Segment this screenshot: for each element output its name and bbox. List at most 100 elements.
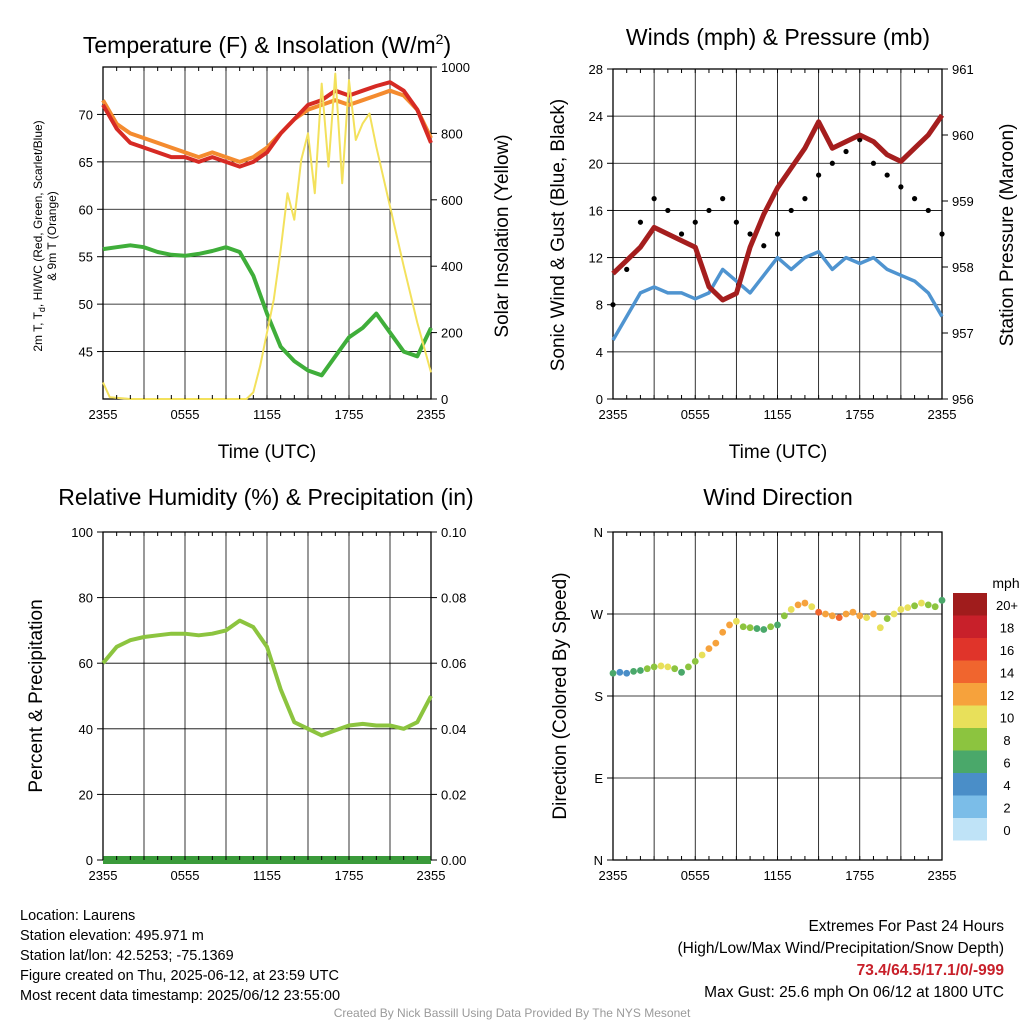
wdir-ytick-label: N (594, 525, 603, 540)
wind-series (610, 113, 945, 341)
wdir-xtick-label: 2355 (599, 868, 628, 883)
rh-y2tick-label: 0.10 (441, 525, 466, 540)
rh-xtick-label: 1755 (335, 868, 364, 883)
temp-y2tick-label: 600 (441, 193, 463, 208)
temp-y2tick-label: 0 (441, 392, 448, 407)
colorbar-level: 12 (1000, 688, 1014, 703)
wind-xtick-label: 2355 (599, 407, 628, 422)
direction-point (623, 669, 631, 677)
colorbar-level: 16 (1000, 643, 1014, 658)
temp-y2tick-label: 400 (441, 259, 463, 274)
direction-point (609, 669, 617, 677)
rh-y2tick-label: 0.08 (441, 591, 466, 606)
wdir-xtick-label: 0555 (681, 868, 710, 883)
t9m-line (101, 88, 433, 164)
temp-xtick-label: 1155 (253, 407, 281, 422)
wind-y2tick-label: 961 (952, 62, 974, 77)
wind-ytick-label: 20 (589, 156, 603, 171)
direction-point (705, 645, 713, 653)
rh-grid (102, 531, 432, 861)
direction-point (876, 624, 884, 632)
extremes-values: 73.4/64.5/17.1/0/-999 (856, 962, 1004, 979)
wdir-ytick-label: N (594, 853, 603, 868)
wdir-xtick-label: 2355 (928, 868, 957, 883)
gust-point (911, 196, 918, 202)
gust-point (637, 219, 644, 225)
rh-xtick-label: 0555 (171, 868, 200, 883)
rh-ylabel: Percent & Precipitation (26, 599, 47, 792)
temperature-y2label: Solar Insolation (Yellow) (492, 134, 513, 337)
dewpoint-line (102, 243, 433, 378)
wdir-xtick-label: 1155 (764, 868, 792, 883)
colorbar-level: 18 (1000, 621, 1014, 636)
wind-title: Winds (mph) & Pressure (mb) (626, 24, 930, 50)
wdir-xtick-label: 1755 (845, 868, 874, 883)
colorbar-label: mph (992, 575, 1019, 591)
colorbar-level: 14 (1000, 666, 1014, 681)
gust-point (843, 148, 849, 155)
gust-point (774, 231, 781, 237)
rh-xtick-label: 2355 (417, 868, 446, 883)
rh-xtick-label: 1155 (253, 868, 281, 883)
direction-point (780, 612, 788, 620)
direction-point (924, 601, 932, 609)
direction-point (664, 663, 672, 671)
direction-point (630, 668, 637, 675)
direction-point (890, 610, 898, 618)
temp-ytick-label: 50 (79, 297, 93, 312)
rh-ytick-label: 0 (86, 853, 93, 868)
temp-y2tick-label: 200 (441, 326, 463, 341)
rh-ytick-label: 40 (79, 722, 93, 737)
wind-ticks: 2355 0555 1155 1755 235504812162024289569579… (589, 62, 974, 422)
direction-point (822, 610, 829, 618)
temp-y2tick-label: 1000 (441, 60, 470, 75)
gust-point (870, 160, 877, 166)
rh-title: Relative Humidity (%) & Precipitation (i… (58, 484, 473, 510)
wdir-ylabel: Direction (Colored By Speed) (550, 572, 571, 819)
temp-xtick-label: 2355 (417, 407, 446, 422)
colorbar-swatch (953, 795, 987, 818)
wind-xtick-label: 1155 (764, 407, 792, 422)
colorbar-level: 20+ (996, 598, 1018, 613)
direction-point (801, 599, 809, 607)
direction-point (842, 610, 850, 618)
colorbar-swatch (953, 750, 987, 773)
direction-point (767, 623, 775, 631)
colorbar-swatch (953, 683, 987, 706)
gust-point (706, 207, 712, 214)
direction-point (835, 614, 843, 622)
rh-panel: Relative Humidity (%) & Precipitation (i… (26, 484, 474, 883)
temperature-series (101, 72, 433, 400)
gust-point (720, 196, 726, 202)
direction-point (657, 662, 665, 670)
colorbar-level: 8 (1003, 733, 1010, 748)
direction-point (849, 608, 857, 616)
temp-ytick-label: 55 (79, 250, 93, 265)
temperature-ylabel-2: & 9m T (Orange) (45, 191, 59, 281)
wind-y2tick-label: 960 (952, 128, 974, 143)
wind-ytick-label: 8 (596, 298, 603, 313)
colorbar-level: 0 (1003, 823, 1010, 838)
direction-point (684, 663, 692, 671)
wind-y2label: Station Pressure (Maroon) (997, 124, 1018, 347)
direction-point (643, 665, 651, 673)
colorbar-swatch (953, 705, 987, 728)
extremes-heading: Extremes For Past 24 Hours (808, 918, 1004, 935)
colorbar-swatch (953, 593, 987, 616)
wind-y2tick-label: 957 (952, 326, 974, 341)
gust-point (939, 231, 945, 237)
direction-point (897, 606, 905, 613)
colorbar-swatch (953, 660, 987, 683)
wind-line (611, 249, 944, 341)
direction-point (794, 601, 802, 609)
direction-point (726, 621, 733, 629)
wdir-grid (612, 531, 943, 861)
direction-point (753, 625, 761, 632)
wind-y2tick-label: 956 (952, 392, 974, 407)
gust-point (898, 184, 904, 190)
rh-y2tick-label: 0.06 (441, 656, 466, 671)
wind-ytick-label: 24 (589, 109, 603, 124)
colorbar-level: 4 (1003, 778, 1010, 793)
rh-ytick-label: 20 (79, 787, 93, 802)
